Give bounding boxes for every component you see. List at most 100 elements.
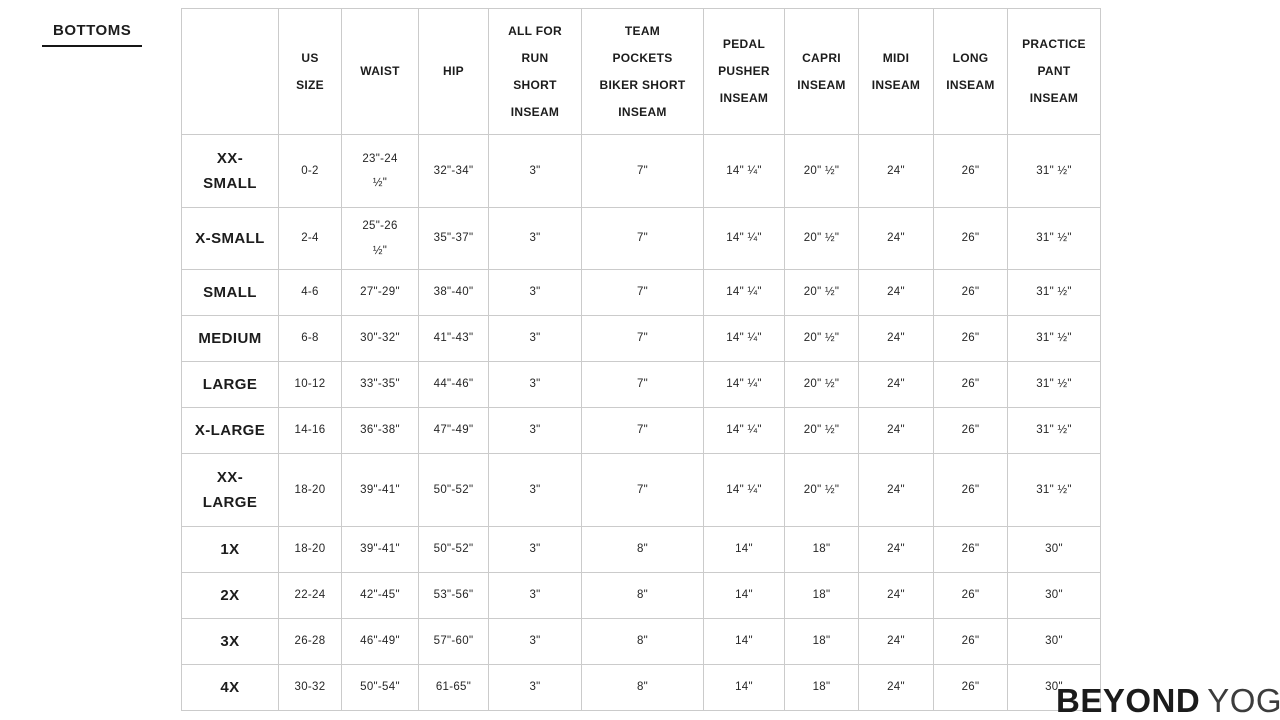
table-row: 4X 30-32 50"-54" 61-65" 3" 8" 14" 18" 24" 26" 30" (181, 664, 1101, 711)
table-cell: 38"-40" (418, 269, 489, 316)
table-cell: 6-8 (278, 315, 342, 362)
size-label: 3X (181, 618, 279, 665)
table-cell: 25"-26 ½" (341, 207, 419, 270)
table-cell: 20" ½" (784, 315, 859, 362)
size-chart-table: US SIZE WAIST HIP ALL FOR RUN SHORT INSEAM T… (181, 8, 1101, 711)
table-cell: 31" ½" (1007, 407, 1101, 454)
table-row: 1X 18-20 39"-41" 50"-52" 3" 8" 14" 18" 24" 26" 30" (181, 526, 1101, 573)
table-cell: 3" (488, 618, 582, 665)
table-cell: 20" ½" (784, 134, 859, 208)
table-cell: 2-4 (278, 207, 342, 270)
table-cell: 26-28 (278, 618, 342, 665)
page-title: BOTTOMS (42, 22, 143, 47)
table-cell: 26" (933, 269, 1008, 316)
column-header: TEAM POCKETS BIKER SHORT INSEAM (581, 8, 704, 135)
table-cell: 24" (858, 572, 934, 619)
size-label: LARGE (181, 361, 279, 408)
table-cell: 24" (858, 664, 934, 711)
size-label: SMALL (181, 269, 279, 316)
table-cell: 24" (858, 134, 934, 208)
table-cell: 36"-38" (341, 407, 419, 454)
table-cell: 50"-54" (341, 664, 419, 711)
table-cell: 50"-52" (418, 526, 489, 573)
table-cell: 3" (488, 315, 582, 362)
table-cell: 18-20 (278, 526, 342, 573)
table-cell: 14" ¼" (703, 361, 785, 408)
table-cell: 30-32 (278, 664, 342, 711)
column-header: ALL FOR RUN SHORT INSEAM (488, 8, 582, 135)
table-cell: 24" (858, 315, 934, 362)
table-row: X-SMALL 2-4 25"-26 ½" 35"-37" 3" 7" 14" ¼" 20" … (181, 207, 1101, 270)
table-cell: 27"-29" (341, 269, 419, 316)
table-cell: 26" (933, 618, 1008, 665)
table-row: X-LARGE 14-16 36"-38" 47"-49" 3" 7" 14" ¼" 20" … (181, 407, 1101, 454)
table-cell: 39"-41" (341, 453, 419, 527)
table-cell: 3" (488, 207, 582, 270)
table-cell: 26" (933, 407, 1008, 454)
table-cell: 30" (1007, 572, 1101, 619)
table-row: MEDIUM 6-8 30"-32" 41"-43" 3" 7" 14" ¼" 20" ½" 2… (181, 315, 1101, 362)
table-cell: 18" (784, 664, 859, 711)
table-cell: 3" (488, 269, 582, 316)
table-cell: 61-65" (418, 664, 489, 711)
table-cell: 30" (1007, 664, 1101, 711)
table-cell: 26" (933, 315, 1008, 362)
table-cell: 42"-45" (341, 572, 419, 619)
table-cell: 53"-56" (418, 572, 489, 619)
table-cell: 31" ½" (1007, 453, 1101, 527)
size-label: 2X (181, 572, 279, 619)
table-cell: 26" (933, 572, 1008, 619)
size-label: X-LARGE (181, 407, 279, 454)
table-cell: 14" (703, 526, 785, 573)
table-cell: 31" ½" (1007, 269, 1101, 316)
table-cell: 20" ½" (784, 269, 859, 316)
table-cell: 3" (488, 453, 582, 527)
size-label: 4X (181, 664, 279, 711)
table-cell: 3" (488, 664, 582, 711)
table-cell: 22-24 (278, 572, 342, 619)
table-cell: 18" (784, 572, 859, 619)
table-cell: 24" (858, 207, 934, 270)
table-cell: 24" (858, 453, 934, 527)
table-cell: 7" (581, 453, 704, 527)
table-cell: 33"-35" (341, 361, 419, 408)
table-cell: 14" (703, 618, 785, 665)
table-cell: 26" (933, 526, 1008, 573)
table-cell: 50"-52" (418, 453, 489, 527)
table-cell: 44"-46" (418, 361, 489, 408)
size-label: X-SMALL (181, 207, 279, 270)
table-cell: 31" ½" (1007, 207, 1101, 270)
table-cell: 7" (581, 269, 704, 316)
table-cell: 14" ¼" (703, 207, 785, 270)
table-cell: 14" ¼" (703, 453, 785, 527)
size-label: XX- SMALL (181, 134, 279, 208)
table-cell: 14" ¼" (703, 134, 785, 208)
table-cell: 47"-49" (418, 407, 489, 454)
brand-logo: BEYONDYOGA (1056, 684, 1280, 717)
table-cell: 7" (581, 134, 704, 208)
table-cell: 46"-49" (341, 618, 419, 665)
column-header: MIDI INSEAM (858, 8, 934, 135)
table-cell: 31" ½" (1007, 315, 1101, 362)
table-cell: 3" (488, 526, 582, 573)
table-cell: 30" (1007, 618, 1101, 665)
column-header: US SIZE (278, 8, 342, 135)
table-cell: 3" (488, 572, 582, 619)
size-label: MEDIUM (181, 315, 279, 362)
table-cell: 14" (703, 572, 785, 619)
table-cell: 0-2 (278, 134, 342, 208)
table-cell: 30"-32" (341, 315, 419, 362)
table-cell: 14" ¼" (703, 269, 785, 316)
size-chart-table-wrap: US SIZE WAIST HIP ALL FOR RUN SHORT INSEAM T… (181, 8, 1101, 711)
column-header: PRACTICE PANT INSEAM (1007, 8, 1101, 135)
table-cell: 14" (703, 664, 785, 711)
table-cell: 41"-43" (418, 315, 489, 362)
table-cell: 14-16 (278, 407, 342, 454)
table-cell: 20" ½" (784, 207, 859, 270)
size-label: 1X (181, 526, 279, 573)
table-cell: 24" (858, 526, 934, 573)
table-cell: 39"-41" (341, 526, 419, 573)
table-cell: 32"-34" (418, 134, 489, 208)
table-cell: 7" (581, 315, 704, 362)
column-header: WAIST (341, 8, 419, 135)
